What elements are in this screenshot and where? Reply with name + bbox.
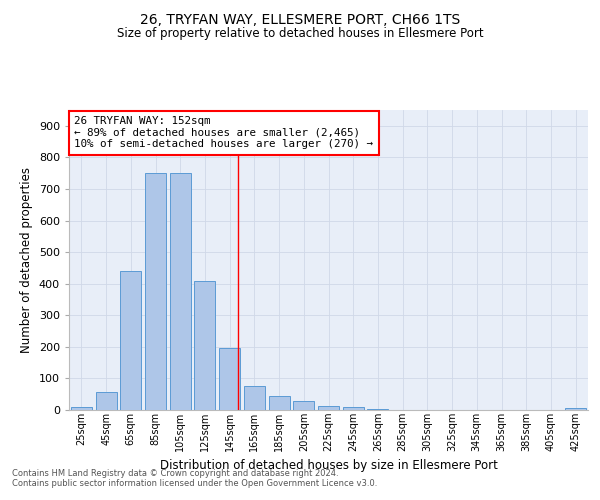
Text: 26 TRYFAN WAY: 152sqm
← 89% of detached houses are smaller (2,465)
10% of semi-d: 26 TRYFAN WAY: 152sqm ← 89% of detached … (74, 116, 373, 149)
Text: Contains public sector information licensed under the Open Government Licence v3: Contains public sector information licen… (12, 478, 377, 488)
Bar (244, 386, 265, 410)
Bar (95, 392, 116, 410)
Y-axis label: Number of detached properties: Number of detached properties (20, 167, 33, 353)
Bar (71, 407, 92, 410)
Text: Size of property relative to detached houses in Ellesmere Port: Size of property relative to detached ho… (116, 28, 484, 40)
Bar (318, 406, 339, 410)
Bar (343, 407, 364, 410)
Bar (194, 280, 215, 410)
Text: 26, TRYFAN WAY, ELLESMERE PORT, CH66 1TS: 26, TRYFAN WAY, ELLESMERE PORT, CH66 1TS (140, 12, 460, 26)
X-axis label: Distribution of detached houses by size in Ellesmere Port: Distribution of detached houses by size … (160, 459, 497, 472)
Bar (269, 396, 290, 410)
Bar (145, 172, 166, 410)
Bar (219, 348, 240, 410)
Bar (565, 408, 586, 410)
Bar (170, 172, 191, 410)
Bar (293, 402, 314, 410)
Bar (120, 271, 141, 410)
Text: Contains HM Land Registry data © Crown copyright and database right 2024.: Contains HM Land Registry data © Crown c… (12, 468, 338, 477)
